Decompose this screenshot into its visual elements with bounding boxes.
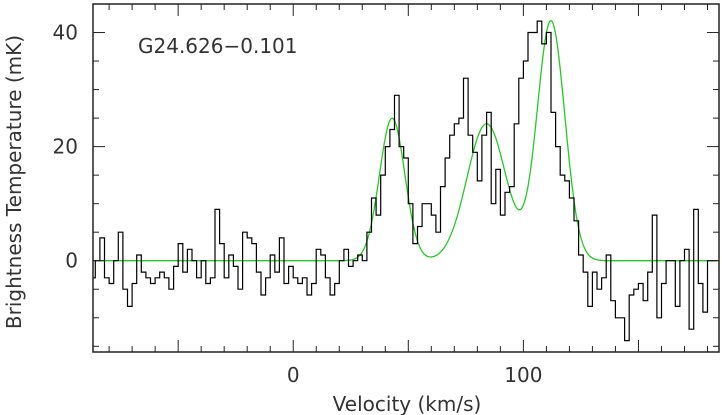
x-axis-label: Velocity (km/s) (333, 392, 482, 415)
y-tick-label: 0 (65, 249, 78, 273)
tick-layer: 0 100 0 20 40 (53, 3, 719, 387)
gaussian-fit-line (93, 19, 719, 262)
y-axis-label: Brightness Temperature (mK) (2, 35, 26, 329)
spectrum-layer (93, 20, 717, 342)
y-tick-label: 20 (53, 135, 78, 159)
x-tick-label: 0 (287, 363, 300, 387)
fit-layer (93, 19, 719, 262)
spectrum-line (93, 20, 717, 342)
source-name-label: G24.626−0.101 (138, 34, 298, 58)
x-tick-label: 100 (504, 363, 542, 387)
plot-frame (92, 3, 720, 353)
y-tick-label: 40 (53, 21, 78, 45)
